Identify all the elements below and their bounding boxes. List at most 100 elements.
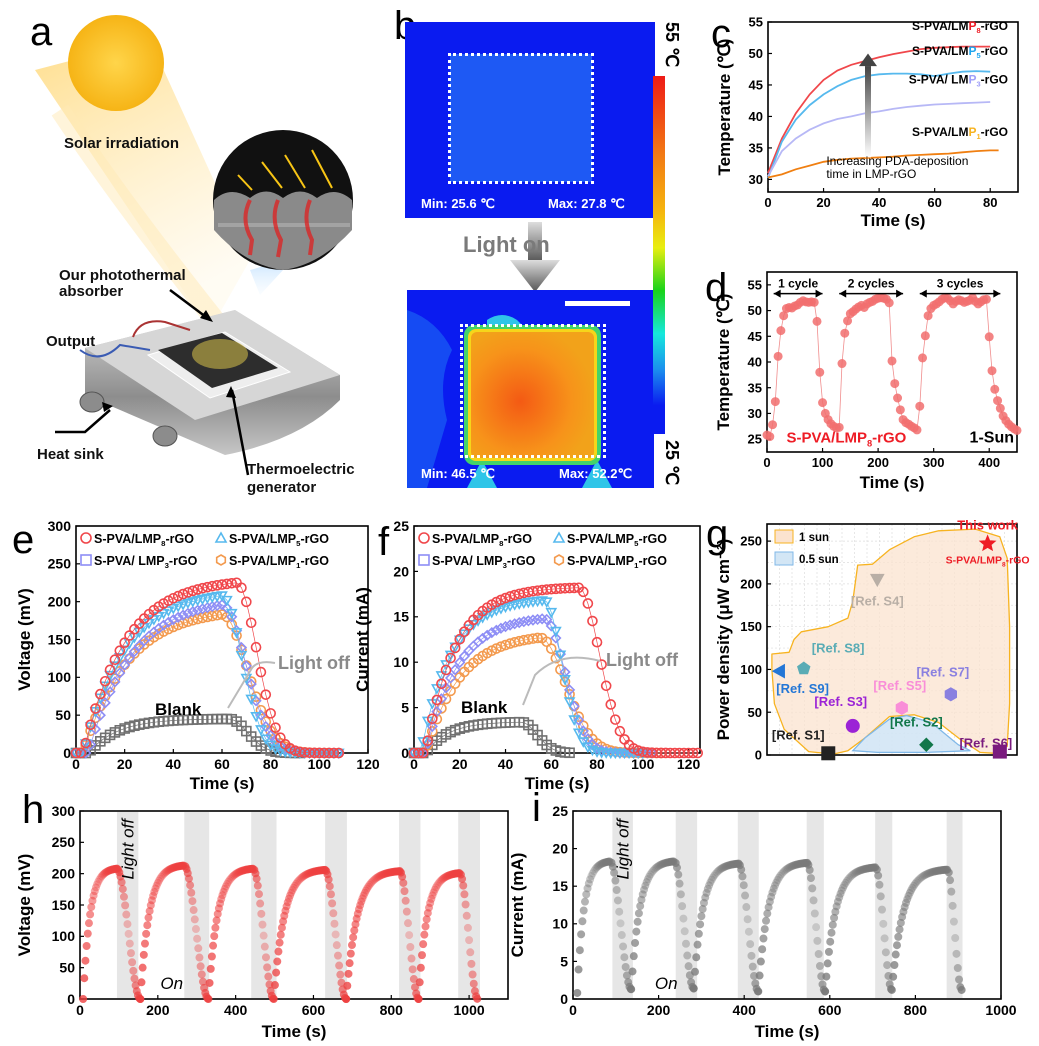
y-tick-label: 25 [552,803,568,819]
data-point [110,865,119,874]
data-point [211,580,223,591]
data-point [436,731,447,743]
data-point [702,888,711,897]
data-point [726,860,735,869]
data-point [172,714,184,726]
data-point [481,718,493,730]
data-point [287,888,296,897]
data-point [582,742,594,754]
data-point [509,716,520,728]
data-point [872,865,881,874]
point-sublabel: S-PVA/LMP8-rGO [946,555,1030,569]
data-point [270,722,281,733]
data-point [959,297,969,307]
data-point [703,884,712,893]
data-point [418,532,430,544]
data-point [94,709,106,721]
data-point [848,307,858,317]
data-point [260,743,272,754]
data-point [275,938,284,947]
data-point [444,871,453,880]
light-off-label: Light off [278,653,351,673]
data-point [692,953,701,962]
data-point [555,746,566,758]
data-point [353,909,362,918]
scale-max-label: 55 ℃ [662,22,682,68]
data-point [575,946,584,955]
data-point [408,747,420,759]
data-point [219,887,228,896]
data-point [284,748,296,759]
data-point [400,887,409,896]
data-point [744,927,753,936]
data-point [854,302,864,312]
data-point [614,748,626,760]
data-point [231,630,242,641]
data-point [279,741,291,753]
data-point [99,690,111,702]
data-point [284,743,296,754]
data-point [968,293,978,303]
data-point [258,920,267,929]
data-point [477,718,488,730]
data-point [937,294,947,304]
data-point [117,878,126,887]
data-point [698,905,707,914]
data-point [536,632,548,644]
data-point [831,907,840,916]
data-point [79,739,92,750]
data-point [664,747,676,759]
data-point [454,633,466,645]
max-temp: Max: 27.8 ℃ [548,196,625,211]
point-label: [Ref. S8] [812,641,865,656]
data-point [564,747,575,759]
data-point [851,304,861,314]
data-point [80,747,92,759]
data-point [706,878,715,887]
data-point [523,634,534,645]
data-point [839,883,848,892]
data-point [447,870,456,879]
arrow-head [773,289,781,298]
data-point [824,947,833,956]
data-point [660,747,671,759]
data-point [486,626,498,639]
data-point [221,882,230,891]
blue-wire [79,343,151,358]
data-point [220,884,229,893]
x-tick-label: 0 [410,756,418,772]
data-point [90,887,99,896]
data-point [809,896,818,905]
data-point [206,610,218,622]
data-point [109,727,121,738]
x-tick-label: 40 [872,195,886,210]
data-point [351,920,360,929]
data-point [580,897,589,906]
data-point [491,643,502,654]
data-point [746,940,755,949]
data-point [481,629,493,641]
data-point [795,859,804,868]
data-point [143,921,152,930]
data-point [791,860,800,869]
data-point [206,713,218,725]
data-point [83,929,92,938]
data-point [158,598,169,609]
data-point [587,733,598,745]
data-point [463,645,475,657]
data-point [738,872,747,881]
data-point [414,995,423,1003]
data-point [221,578,233,590]
data-point [932,866,941,875]
data-point [965,295,975,305]
data-point [469,979,478,988]
data-point [614,747,626,759]
data-point [536,613,548,625]
y-tick-label: 30 [748,406,762,421]
cycle-label: 3 cycles [937,277,984,291]
data-point [674,870,683,879]
data-point [923,869,932,878]
data-point [763,909,772,918]
x-tick-label: 80 [589,756,605,772]
data-point [269,744,282,755]
